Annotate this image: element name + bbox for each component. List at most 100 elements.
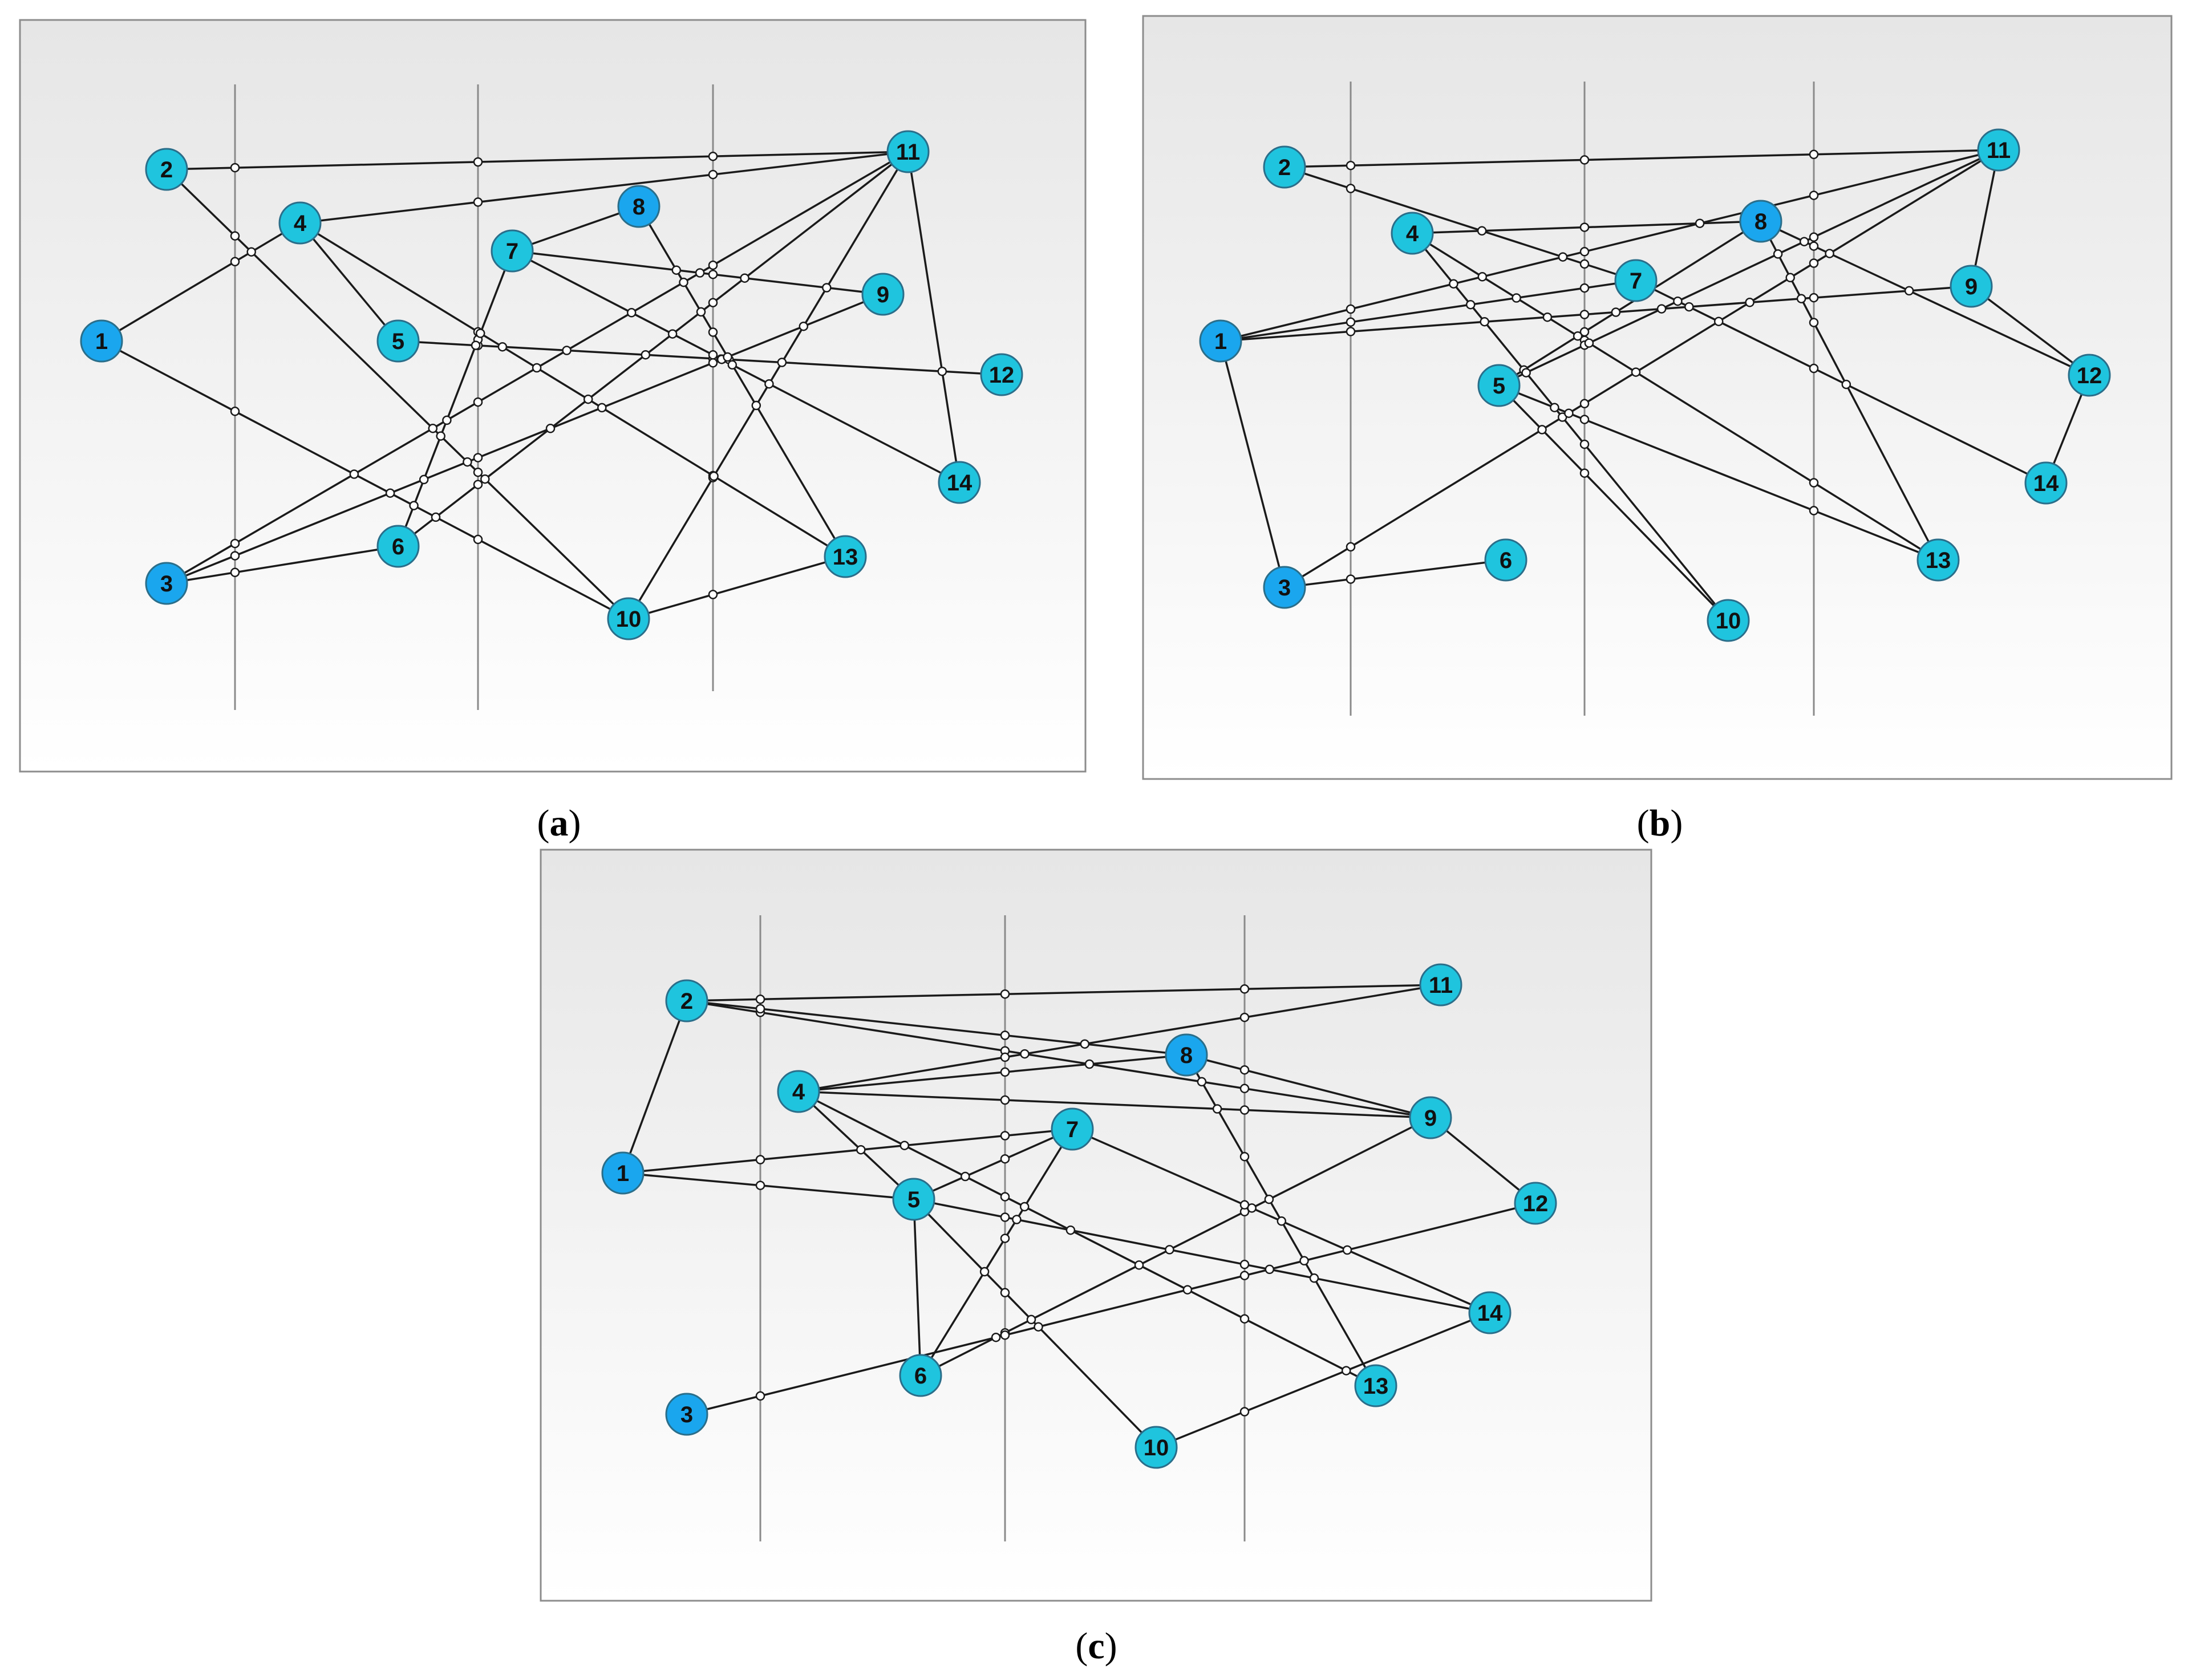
node-7: 7 — [1614, 259, 1658, 302]
edge-4-13 — [1412, 232, 1939, 561]
junction-marker — [1573, 331, 1583, 341]
node-label: 7 — [1630, 269, 1642, 294]
node-circle — [899, 1354, 942, 1397]
junction-marker — [1564, 408, 1574, 418]
node-label: 7 — [1066, 1117, 1079, 1142]
junction-marker — [473, 397, 483, 407]
junction-marker — [708, 358, 718, 368]
junction-marker — [1346, 542, 1356, 552]
junction-marker — [1449, 279, 1458, 289]
node-circle — [1419, 963, 1462, 1007]
junction-marker — [1000, 1095, 1010, 1105]
node-4: 4 — [777, 1070, 820, 1113]
junction-marker — [1579, 327, 1590, 337]
edge-6-7 — [919, 1129, 1073, 1376]
edge-4-5 — [299, 222, 399, 342]
junction-marker — [230, 551, 240, 561]
node-4: 4 — [278, 201, 322, 245]
node-label: 8 — [1180, 1043, 1193, 1068]
node-6: 6 — [899, 1354, 942, 1397]
junction-marker — [1000, 1154, 1010, 1164]
junction-marker — [626, 308, 637, 318]
junction-marker — [1713, 316, 1724, 326]
node-1: 1 — [1199, 319, 1242, 363]
junction-marker — [1611, 307, 1621, 317]
edge-5-14 — [913, 1198, 1490, 1314]
junction-marker — [409, 501, 419, 510]
junction-marker — [497, 342, 508, 352]
junction-marker — [1239, 1271, 1250, 1281]
node-label: 9 — [1965, 274, 1978, 299]
node-circle — [1916, 538, 1960, 582]
caption-c: (c) — [1075, 1625, 1117, 1667]
node-14: 14 — [1468, 1291, 1512, 1334]
junction-marker — [1299, 1256, 1309, 1266]
junction-marker — [1809, 241, 1819, 251]
node-8: 8 — [617, 185, 661, 228]
edge-5-10 — [1498, 384, 1729, 622]
junction-marker — [1239, 1260, 1250, 1269]
junction-marker — [1346, 327, 1356, 336]
node-circle — [607, 597, 650, 640]
junction-marker — [473, 157, 483, 167]
node-circle — [1614, 259, 1658, 302]
junction-marker — [1346, 160, 1356, 171]
node-circle — [1409, 1096, 1452, 1139]
junction-marker — [1134, 1260, 1144, 1270]
junction-marker — [473, 467, 483, 477]
junction-marker — [708, 350, 718, 360]
junction-marker — [1239, 1105, 1250, 1115]
junction-marker — [1558, 252, 1568, 262]
junction-marker — [1809, 232, 1819, 242]
node-label: 11 — [896, 140, 920, 165]
panel-background — [19, 19, 1087, 773]
junction-marker — [751, 400, 761, 411]
edge-1-7 — [622, 1128, 1073, 1174]
node-label: 10 — [1716, 608, 1741, 634]
node-circle — [617, 185, 661, 228]
junction-marker — [1684, 302, 1694, 312]
node-13: 13 — [1916, 538, 1960, 582]
junction-marker — [230, 567, 240, 578]
junction-marker — [1579, 222, 1590, 232]
junction-marker — [473, 480, 483, 489]
junction-marker — [471, 340, 481, 350]
edge-7-8 — [512, 205, 639, 252]
node-7: 7 — [491, 229, 534, 273]
node-6: 6 — [1484, 538, 1527, 582]
node-label: 6 — [1500, 548, 1512, 573]
node-circle — [1739, 200, 1782, 243]
edge-6-7 — [397, 250, 513, 547]
node-circle — [1391, 212, 1434, 255]
junction-marker — [1542, 312, 1553, 322]
junction-marker — [1809, 190, 1819, 200]
node-circle — [1165, 1033, 1208, 1077]
node-3: 3 — [665, 1393, 708, 1436]
junction-marker — [1809, 258, 1819, 268]
edge-1-5 — [622, 1172, 914, 1200]
junction-marker — [1277, 1216, 1287, 1226]
junction-marker — [696, 307, 706, 317]
edge-5-10 — [913, 1198, 1157, 1448]
junction-marker — [1579, 310, 1590, 319]
node-circle — [1199, 319, 1242, 363]
node-label: 14 — [1477, 1301, 1503, 1326]
junction-marker — [1579, 439, 1590, 449]
junction-marker — [431, 512, 441, 522]
junction-marker — [1342, 1245, 1352, 1255]
node-label: 4 — [1406, 221, 1419, 246]
edge-1-4 — [101, 222, 301, 342]
edge-3-6 — [1284, 559, 1506, 589]
node-label: 1 — [1214, 329, 1227, 354]
node-circle — [665, 1393, 708, 1436]
node-label: 9 — [877, 282, 889, 307]
junction-marker — [230, 407, 240, 416]
junction-marker — [755, 1180, 765, 1190]
junction-marker — [1841, 379, 1851, 389]
node-1: 1 — [601, 1151, 645, 1195]
edge-8-13 — [638, 206, 846, 557]
junction-marker — [777, 358, 787, 367]
junction-marker — [755, 1391, 765, 1401]
junction-marker — [1521, 368, 1531, 378]
junction-marker — [1809, 149, 1819, 160]
